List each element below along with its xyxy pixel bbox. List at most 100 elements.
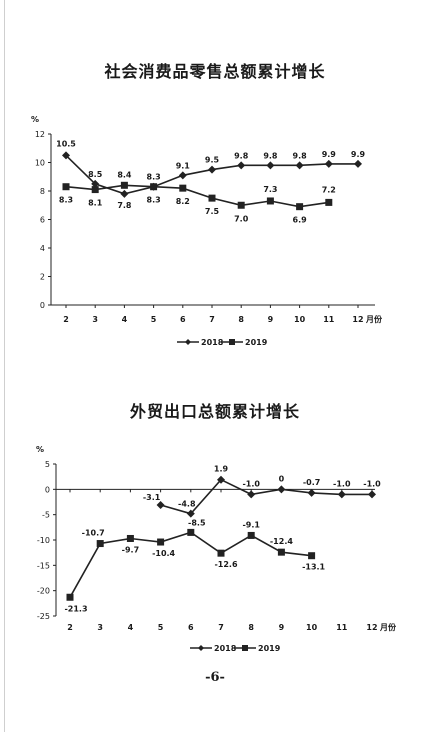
point-2018 [354,159,362,168]
point-2018 [368,490,376,499]
point-2019 [96,540,104,548]
legend-label-2019: 2019 [245,338,268,347]
data-label-2018: 8.5 [88,170,103,179]
data-label-2019: 7.3 [263,185,277,194]
data-label-2019: 7.0 [234,214,249,223]
x-tick-label: 10 [294,315,306,324]
y-tick-label: -25 [37,612,50,621]
point-2018 [277,485,286,494]
x-tick-label: 2 [67,623,73,632]
x-tick-label: 7 [209,315,215,324]
data-label-2018: -4.8 [178,500,196,509]
y-tick-label: 8 [40,187,45,196]
y-axis-unit: % [36,445,44,454]
x-tick-label: 11 [336,623,348,632]
y-tick-label: 12 [35,130,45,139]
y-tick-label: -5 [42,511,50,520]
point-2019 [237,201,245,209]
data-label-2018: 9.9 [322,150,337,159]
y-tick-label: 0 [45,485,50,494]
x-tick-label: 4 [122,315,128,324]
data-label-2018: 9.9 [351,150,366,159]
x-tick-label: 12 [366,623,377,632]
export-growth-chart: %50-5-10-15-20-252 3 4 5 6 7 8 9 10 11 12 月份-3.1-4.… [36,445,397,653]
point-2019 [208,194,216,202]
point-2019 [187,528,195,536]
series-line-2019 [65,184,329,208]
point-2019 [157,538,165,546]
x-tick-label: 5 [151,315,157,324]
data-label-2018: -1.0 [242,479,260,488]
legend-label-2018: 2018 [201,338,224,347]
point-2018 [237,161,246,170]
page-number: -6- [205,670,225,685]
data-label-2019: -21.3 [64,604,87,613]
y-tick-label: -15 [37,561,50,570]
data-label-2019: 8.4 [117,170,132,179]
point-2019 [91,186,99,194]
point-2019 [120,181,128,189]
data-label-2019: -12.4 [270,537,293,546]
legend-label-2018: 2018 [214,644,237,653]
y-tick-label: -20 [37,587,50,596]
data-label-2018: 9.8 [263,151,278,160]
data-label-2018: 9.8 [293,151,308,160]
data-label-2019: -10.4 [152,549,175,558]
y-tick-label: 10 [35,159,45,168]
data-label-2018: -1.0 [333,479,351,488]
data-label-2018: -0.7 [303,478,321,487]
legend-marker-2019 [229,339,235,345]
data-label-2018: -3.1 [143,493,161,502]
data-label-2019: 7.5 [205,207,220,216]
y-tick-label: 5 [45,460,50,469]
point-2019 [266,197,274,205]
x-tick-label: 12 [352,315,363,324]
point-2019 [217,549,225,557]
point-2018 [208,165,216,174]
legend-label-2019: 2019 [258,644,281,653]
point-2019 [66,593,74,601]
point-2019 [247,531,255,539]
x-tick-label: 3 [92,315,98,324]
point-2018 [156,501,165,510]
y-tick-label: -10 [37,536,50,545]
data-label-2019: -10.7 [82,529,105,538]
point-2019 [179,184,187,192]
chart2-title: 外贸出口总额累计增长 [129,402,300,421]
point-2018 [247,490,256,499]
point-2019 [62,183,70,191]
data-label-2019: -12.6 [214,560,237,569]
y-tick-label: 2 [40,273,45,282]
x-tick-label: 6 [180,315,186,324]
x-tick-label: 7 [218,623,224,632]
point-2018 [217,475,225,484]
point-2018 [307,488,316,497]
data-label-2018: 9.5 [205,156,220,165]
point-2018 [337,490,346,499]
data-label-2018: 10.5 [56,139,76,148]
point-2019 [308,552,316,560]
page-margin-rule [4,0,5,732]
point-2018 [186,509,195,518]
x-tick-label: 5 [158,623,164,632]
point-2019 [150,183,158,191]
point-2018 [324,159,333,168]
point-2019 [126,534,134,542]
x-tick-label: 6 [188,623,194,632]
data-label-2019: -13.1 [302,563,325,572]
legend-marker-2018 [198,645,204,651]
y-axis-unit: % [31,115,39,124]
data-label-2019: 8.3 [147,196,161,205]
x-tick-label: 3 [97,623,103,632]
x-tick-label: 8 [248,623,254,632]
x-tick-label: 9 [268,315,274,324]
point-2018 [178,171,187,180]
data-label-2018: 9.1 [176,161,191,170]
x-tick-label: 8 [238,315,244,324]
data-label-2019: 8.1 [88,199,103,208]
data-label-2018: 8.3 [147,173,161,182]
data-label-2018: 7.8 [117,201,132,210]
chart1-title: 社会消费品零售总额累计增长 [104,62,326,81]
point-2018 [295,161,304,170]
y-tick-label: 0 [40,301,45,310]
